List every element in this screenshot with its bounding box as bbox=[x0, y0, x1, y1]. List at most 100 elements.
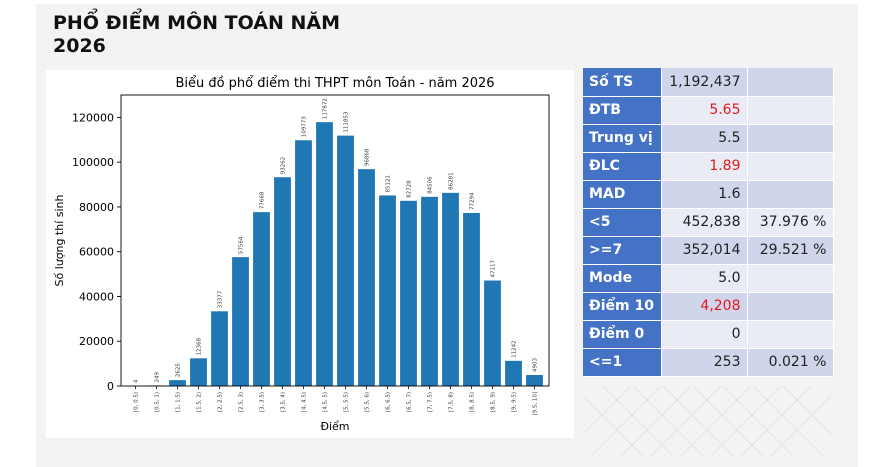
stat-percent bbox=[747, 264, 834, 293]
plot-frame bbox=[120, 94, 550, 387]
stat-label: Điểm 10 bbox=[583, 292, 662, 321]
stat-value: 1.89 bbox=[661, 152, 748, 181]
bar bbox=[337, 135, 354, 386]
page-title-line1: PHỔ ĐIỂM MÔN TOÁN NĂM bbox=[53, 12, 340, 34]
y-axis-label: Số lượng thí sinh bbox=[53, 194, 66, 286]
stat-value: 253 bbox=[661, 348, 748, 377]
x-tick-label: [7, 7.5) bbox=[428, 392, 434, 412]
bar-value-label: 47117 bbox=[491, 260, 497, 278]
x-tick-label: [1.5, 2) bbox=[197, 392, 203, 412]
x-tick-label: [2.5, 3) bbox=[239, 392, 245, 412]
stats-row: Mode 5.0 bbox=[583, 264, 834, 293]
bar-value-label: 4 bbox=[134, 379, 140, 383]
stat-value: 1.6 bbox=[661, 180, 748, 209]
bar-value-label: 111853 bbox=[344, 111, 350, 132]
bar bbox=[295, 140, 312, 386]
bar bbox=[505, 360, 522, 386]
stat-label: Mode bbox=[583, 264, 662, 293]
bar bbox=[400, 200, 417, 386]
bar bbox=[526, 375, 543, 386]
bar bbox=[232, 257, 249, 386]
x-tick-label: [5, 5.5) bbox=[344, 392, 350, 412]
y-tick-label: 20000 bbox=[79, 335, 114, 348]
bar bbox=[421, 196, 438, 386]
x-tick-label: [6.5, 7) bbox=[407, 392, 413, 412]
stats-row: ĐLC 1.89 bbox=[583, 152, 834, 181]
chart-title: Biểu đồ phổ điểm thi THPT môn Toán - năm… bbox=[175, 76, 494, 91]
bar-value-label: 33377 bbox=[218, 290, 224, 308]
stat-value: 452,838 bbox=[661, 208, 748, 237]
stat-value: 1,192,437 bbox=[661, 68, 748, 97]
bar-value-label: 57564 bbox=[239, 236, 245, 254]
stat-label: Điểm 0 bbox=[583, 320, 662, 349]
bar bbox=[379, 195, 396, 386]
x-tick-label: [6, 6.5) bbox=[386, 392, 392, 412]
bar bbox=[358, 169, 375, 386]
bar bbox=[274, 177, 291, 386]
x-tick-label: [4.5, 5) bbox=[323, 392, 329, 412]
stat-label: ĐTB bbox=[583, 96, 662, 125]
bar-value-label: 2625 bbox=[176, 363, 182, 377]
stats-row: Số TS 1,192,437 bbox=[583, 68, 834, 97]
stat-label: ĐLC bbox=[583, 152, 662, 181]
x-tick-label: [7.5, 8) bbox=[449, 392, 455, 412]
stat-value: 5.65 bbox=[661, 96, 748, 125]
x-tick-label: [0, 0.5) bbox=[134, 392, 140, 412]
stat-percent bbox=[747, 180, 834, 209]
bar-value-label: 249 bbox=[155, 371, 161, 382]
y-tick-label: 0 bbox=[107, 380, 114, 393]
x-tick-label: [0.5, 1) bbox=[155, 392, 161, 412]
stats-row: <=1 253 0.021 % bbox=[583, 348, 834, 377]
stat-label: <5 bbox=[583, 208, 662, 237]
bar-value-label: 82728 bbox=[407, 180, 413, 198]
stat-percent: 37.976 % bbox=[747, 208, 834, 237]
x-tick-label: [3.5, 4) bbox=[281, 392, 287, 412]
bar bbox=[463, 212, 480, 386]
chart-container: Biểu đồ phổ điểm thi THPT môn Toán - năm… bbox=[46, 70, 574, 438]
bar-chart: Biểu đồ phổ điểm thi THPT môn Toán - năm… bbox=[53, 76, 550, 433]
y-tick-label: 120000 bbox=[72, 111, 114, 124]
bar bbox=[190, 358, 207, 386]
stats-row: >=7 352,014 29.521 % bbox=[583, 236, 834, 265]
bar-value-label: 84506 bbox=[428, 176, 434, 194]
bar bbox=[442, 192, 459, 386]
stat-percent bbox=[747, 124, 834, 153]
x-tick-label: [9.5, 10] bbox=[533, 392, 539, 416]
bar bbox=[211, 311, 228, 386]
stat-label: Số TS bbox=[583, 68, 662, 97]
bar bbox=[169, 380, 186, 386]
stat-value: 352,014 bbox=[661, 236, 748, 265]
x-tick-label: [2, 2.5) bbox=[218, 392, 224, 412]
page-title-line2: 2026 bbox=[53, 35, 106, 57]
bar-value-label: 4903 bbox=[533, 358, 539, 372]
stat-percent bbox=[747, 292, 834, 321]
stat-label: <=1 bbox=[583, 348, 662, 377]
stat-percent bbox=[747, 152, 834, 181]
x-tick-label: [3, 3.5) bbox=[260, 392, 266, 412]
y-tick-label: 100000 bbox=[72, 156, 114, 169]
bar-value-label: 12368 bbox=[197, 337, 203, 355]
stats-row: Điểm 10 4,208 bbox=[583, 292, 834, 321]
bar-value-label: 109773 bbox=[302, 116, 308, 137]
stat-value: 5.0 bbox=[661, 264, 748, 293]
x-tick-label: [8.5, 9) bbox=[491, 392, 497, 412]
stat-label: Trung vị bbox=[583, 124, 662, 153]
stat-value: 0 bbox=[661, 320, 748, 349]
stat-percent: 29.521 % bbox=[747, 236, 834, 265]
stat-label: MAD bbox=[583, 180, 662, 209]
page-title: PHỔ ĐIỂM MÔN TOÁN NĂM 2026 bbox=[53, 12, 340, 58]
bar-value-label: 117872 bbox=[323, 98, 329, 119]
bar-value-label: 86281 bbox=[449, 172, 455, 190]
bar-value-label: 77294 bbox=[470, 192, 476, 210]
bar-value-label: 11242 bbox=[512, 340, 518, 358]
stats-row: Trung vị 5.5 bbox=[583, 124, 834, 153]
stats-row: ĐTB 5.65 bbox=[583, 96, 834, 125]
x-tick-label: [4, 4.5) bbox=[302, 392, 308, 412]
y-tick-label: 40000 bbox=[79, 290, 114, 303]
x-tick-label: [1, 1.5) bbox=[176, 392, 182, 412]
y-tick-label: 60000 bbox=[79, 246, 114, 259]
stat-percent: 0.021 % bbox=[747, 348, 834, 377]
x-tick-label: [8, 8.5) bbox=[470, 392, 476, 412]
x-tick-label: [9, 9.5) bbox=[512, 392, 518, 412]
